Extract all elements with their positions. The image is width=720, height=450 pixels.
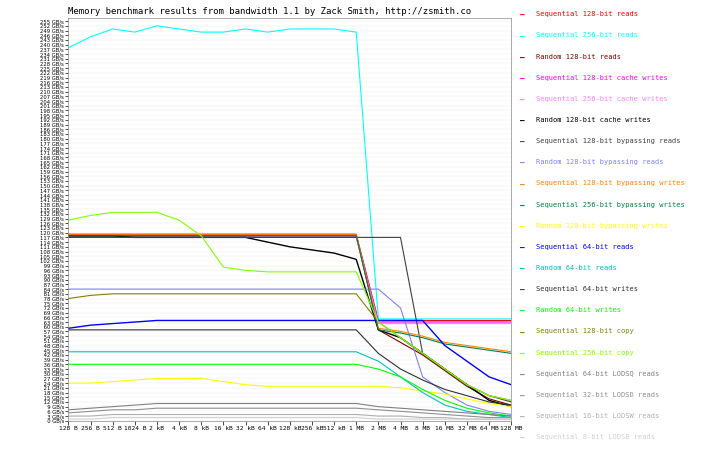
Text: Sequential 128-bit copy: Sequential 128-bit copy <box>536 328 634 334</box>
Text: —: — <box>520 117 524 126</box>
Text: —: — <box>520 54 524 63</box>
Text: —: — <box>520 328 524 338</box>
Text: Random 128-bit bypassing writes: Random 128-bit bypassing writes <box>536 223 667 229</box>
Text: —: — <box>520 75 524 84</box>
Text: —: — <box>520 265 524 274</box>
Text: Random 64-bit reads: Random 64-bit reads <box>536 265 616 271</box>
Text: Sequential 8-bit LODSB reads: Sequential 8-bit LODSB reads <box>536 434 654 440</box>
Text: —: — <box>520 392 524 401</box>
Text: Sequential 256-bit cache writes: Sequential 256-bit cache writes <box>536 96 667 102</box>
Text: —: — <box>520 32 524 41</box>
Text: —: — <box>520 96 524 105</box>
Text: Sequential 16-bit LODSW reads: Sequential 16-bit LODSW reads <box>536 413 659 419</box>
Text: Random 64-bit writes: Random 64-bit writes <box>536 307 621 313</box>
Text: Memory benchmark results from bandwidth 1.1 by Zack Smith, http://zsmith.co: Memory benchmark results from bandwidth … <box>68 7 472 16</box>
Text: —: — <box>520 223 524 232</box>
Text: —: — <box>520 180 524 189</box>
Text: —: — <box>520 307 524 316</box>
Text: Sequential 128-bit reads: Sequential 128-bit reads <box>536 11 638 17</box>
Text: Sequential 128-bit bypassing writes: Sequential 128-bit bypassing writes <box>536 180 685 186</box>
Text: —: — <box>520 138 524 147</box>
Text: Sequential 128-bit bypassing reads: Sequential 128-bit bypassing reads <box>536 138 680 144</box>
Text: —: — <box>520 244 524 253</box>
Text: —: — <box>520 434 524 443</box>
Text: —: — <box>520 159 524 168</box>
Text: Sequential 64-bit LODSQ reads: Sequential 64-bit LODSQ reads <box>536 371 659 377</box>
Text: Sequential 256-bit reads: Sequential 256-bit reads <box>536 32 638 38</box>
Text: —: — <box>520 286 524 295</box>
Text: Sequential 64-bit reads: Sequential 64-bit reads <box>536 244 634 250</box>
Text: Random 128-bit bypassing reads: Random 128-bit bypassing reads <box>536 159 663 165</box>
Text: —: — <box>520 371 524 380</box>
Text: Sequential 256-bit copy: Sequential 256-bit copy <box>536 350 634 356</box>
Text: Random 128-bit cache writes: Random 128-bit cache writes <box>536 117 650 123</box>
Text: —: — <box>520 413 524 422</box>
Text: —: — <box>520 202 524 211</box>
Text: Sequential 32-bit LODSD reads: Sequential 32-bit LODSD reads <box>536 392 659 398</box>
Text: —: — <box>520 350 524 359</box>
Text: —: — <box>520 11 524 20</box>
Text: Sequential 64-bit writes: Sequential 64-bit writes <box>536 286 638 292</box>
Text: Sequential 256-bit bypassing writes: Sequential 256-bit bypassing writes <box>536 202 685 207</box>
Text: Random 128-bit reads: Random 128-bit reads <box>536 54 621 59</box>
Text: Sequential 128-bit cache writes: Sequential 128-bit cache writes <box>536 75 667 81</box>
